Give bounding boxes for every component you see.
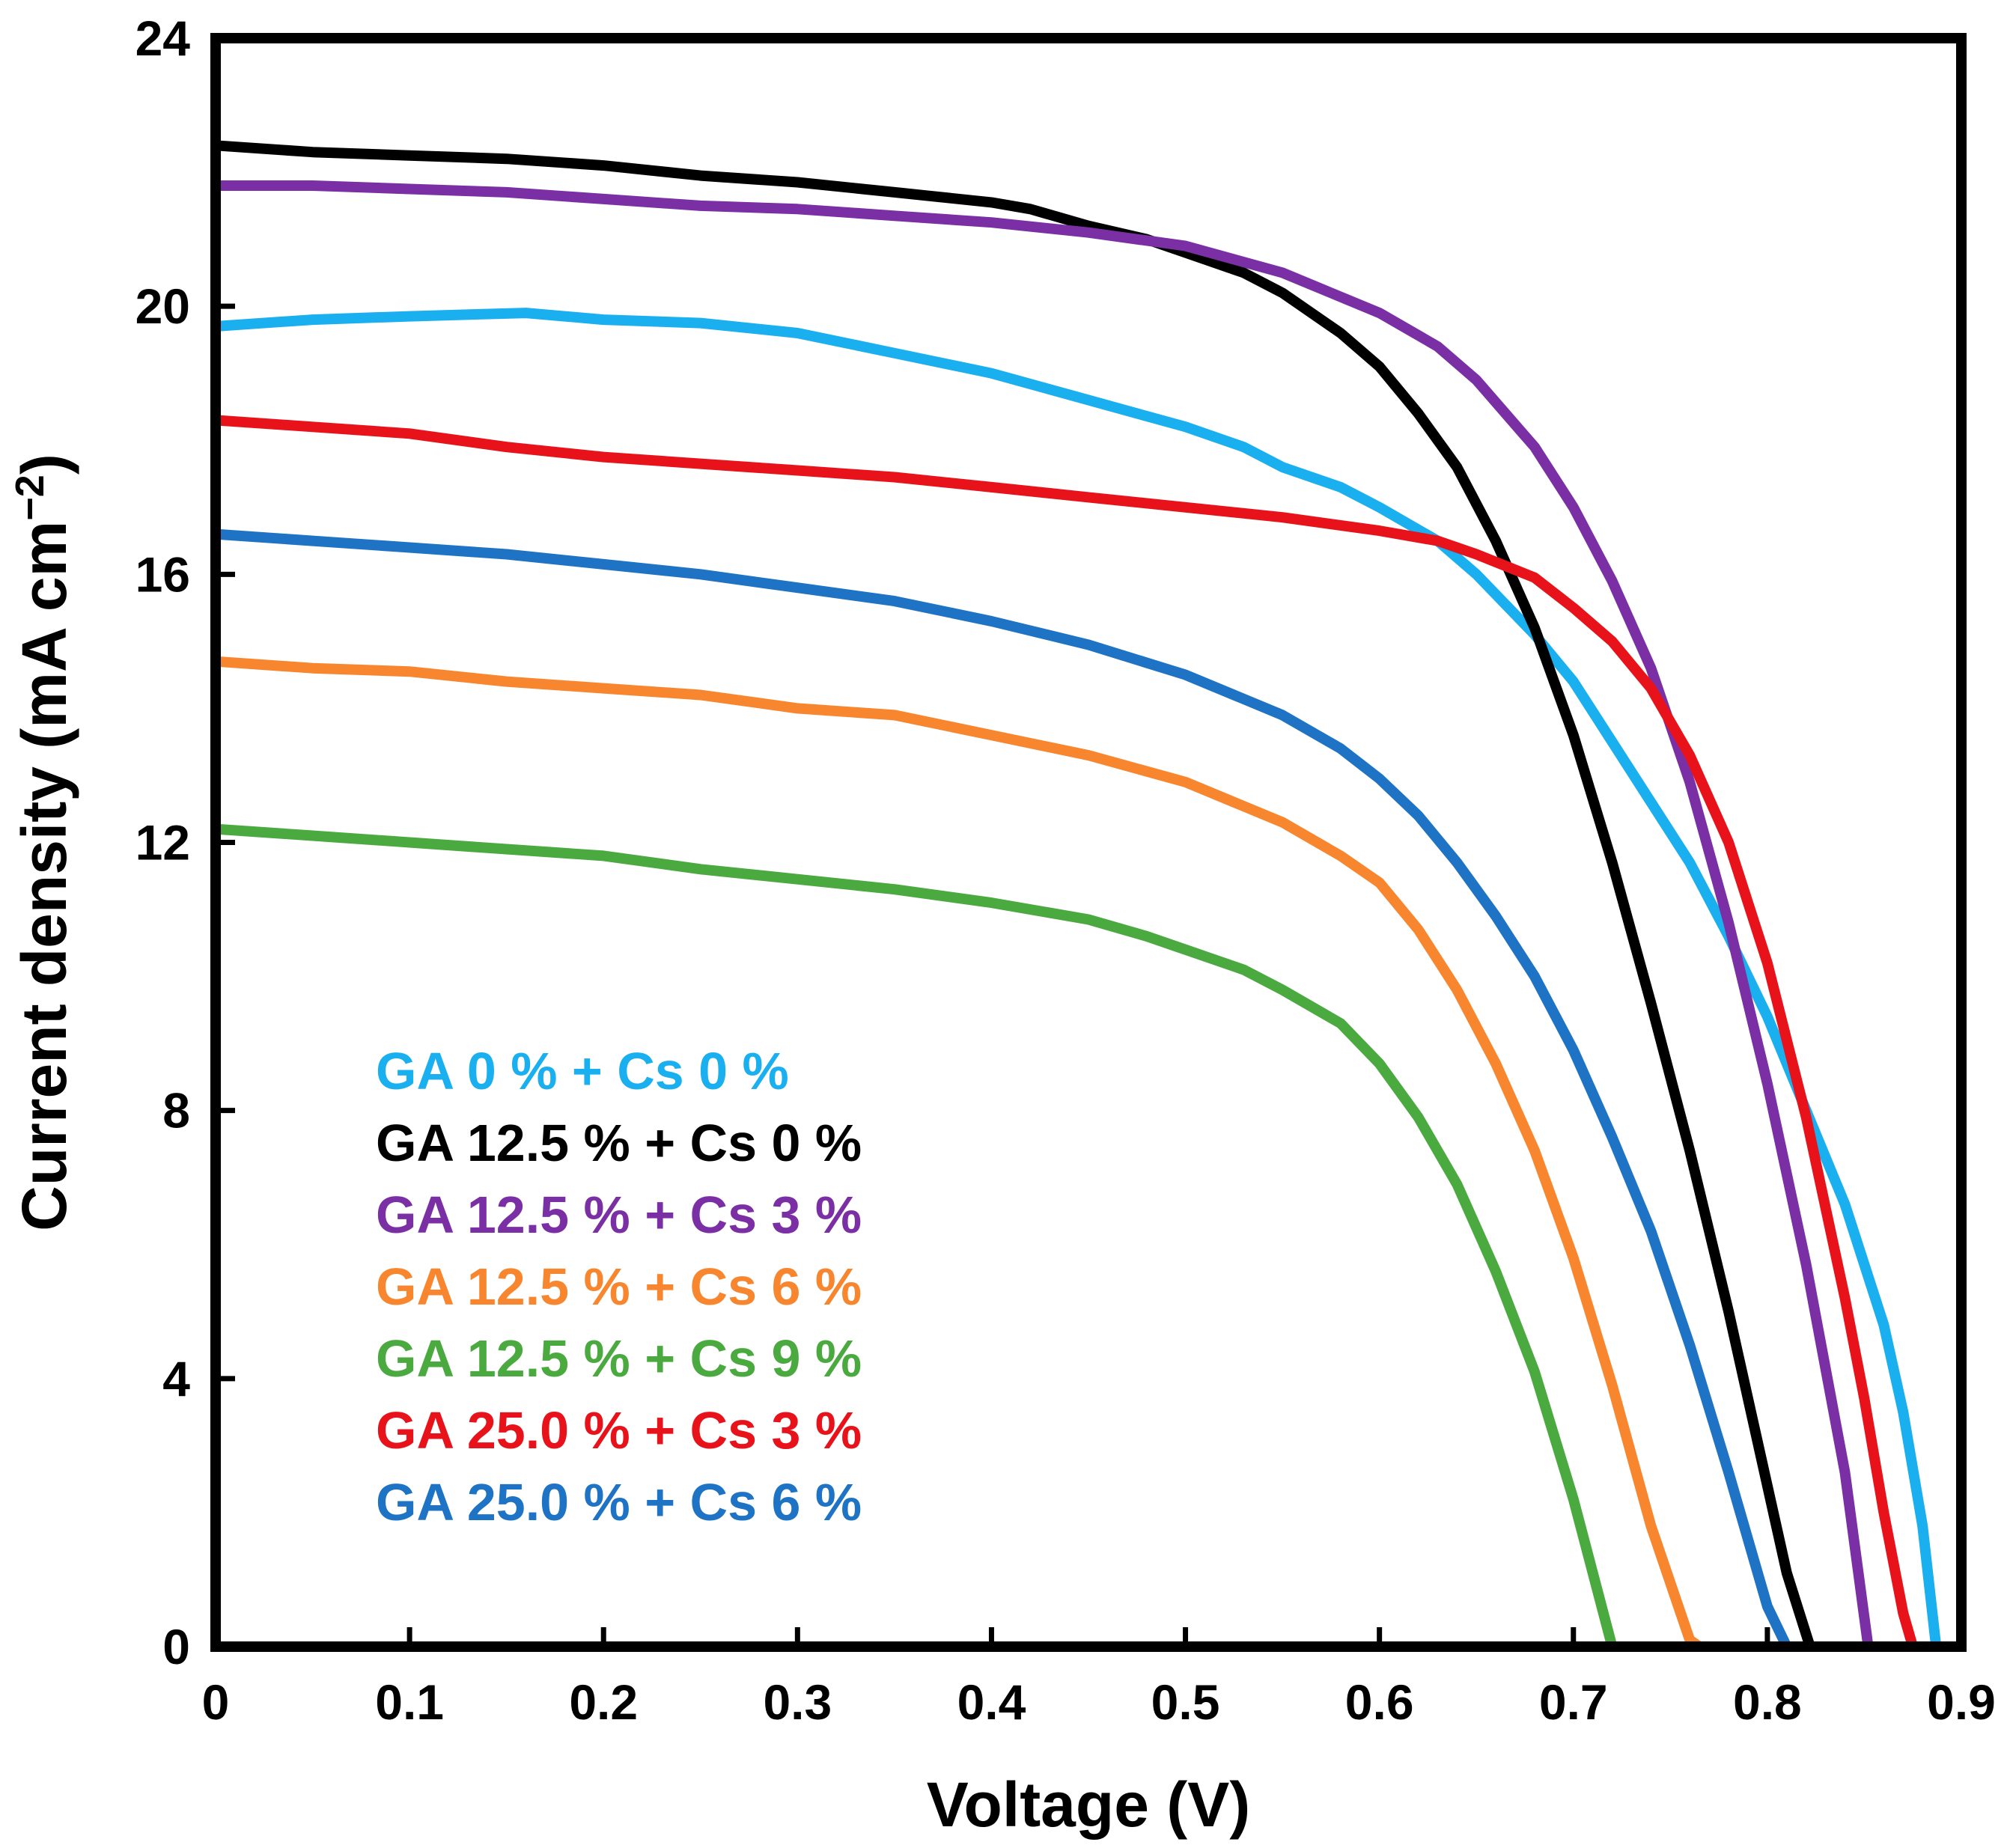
- legend-entry-2: GA 12.5 % + Cs 0 %: [376, 1114, 862, 1172]
- y-axis-title: Current density (mA cm−2): [7, 454, 79, 1231]
- y-axis-title-superscript: −2: [7, 475, 52, 521]
- x-tick-label: 0.5: [1151, 1674, 1220, 1730]
- x-tick-label: 0.4: [957, 1674, 1026, 1730]
- x-tick-label: 0.9: [1927, 1674, 1996, 1730]
- legend-entry-3: GA 12.5 % + Cs 3 %: [376, 1186, 862, 1244]
- x-tick-label: 0.3: [763, 1674, 832, 1730]
- legend: GA 0 % + Cs 0 % GA 12.5 % + Cs 0 % GA 12.5…: [376, 1042, 862, 1531]
- legend-entry-5: GA 12.5 % + Cs 9 %: [376, 1329, 862, 1388]
- series-line-2: [210, 140, 1815, 1652]
- y-tick-label: 24: [135, 10, 191, 66]
- x-tick-label: 0: [202, 1674, 230, 1730]
- legend-entry-6: GA 25.0 % + Cs 3 %: [376, 1401, 862, 1460]
- series-line-6: [210, 415, 1919, 1652]
- series-line-4: [210, 656, 1705, 1652]
- x-tick-label: 0.8: [1733, 1674, 1802, 1730]
- legend-entry-7: GA 25.0 % + Cs 6 %: [376, 1473, 862, 1531]
- y-tick-label: 8: [162, 1083, 190, 1138]
- x-axis-title: Voltage (V): [927, 1769, 1250, 1840]
- legend-entry-1: GA 0 % + Cs 0 %: [376, 1042, 789, 1100]
- series-line-7: [210, 528, 1792, 1652]
- series-line-3: [210, 180, 1874, 1652]
- ticks-layer: 0 0.1 0.2 0.3 0.4 0.5 0.6 0.7 0.8 0.9 0 4 8 12 16 20 24: [135, 10, 1996, 1730]
- series-layer: [210, 140, 1942, 1652]
- x-tick-label: 0.1: [375, 1674, 444, 1730]
- y-tick-label: 12: [135, 815, 190, 870]
- y-tick-label: 0: [162, 1619, 190, 1674]
- legend-entry-4: GA 12.5 % + Cs 6 %: [376, 1257, 862, 1316]
- y-axis-title-close: ): [9, 454, 79, 475]
- x-tick-label: 0.6: [1345, 1674, 1414, 1730]
- y-tick-label: 16: [135, 546, 190, 602]
- y-tick-label: 4: [162, 1351, 190, 1406]
- x-tick-label: 0.2: [569, 1674, 638, 1730]
- y-axis-title-main: Current density (mA cm: [9, 521, 79, 1231]
- y-tick-label: 20: [135, 278, 190, 334]
- series-line-5: [210, 823, 1618, 1652]
- x-tick-label: 0.7: [1539, 1674, 1608, 1730]
